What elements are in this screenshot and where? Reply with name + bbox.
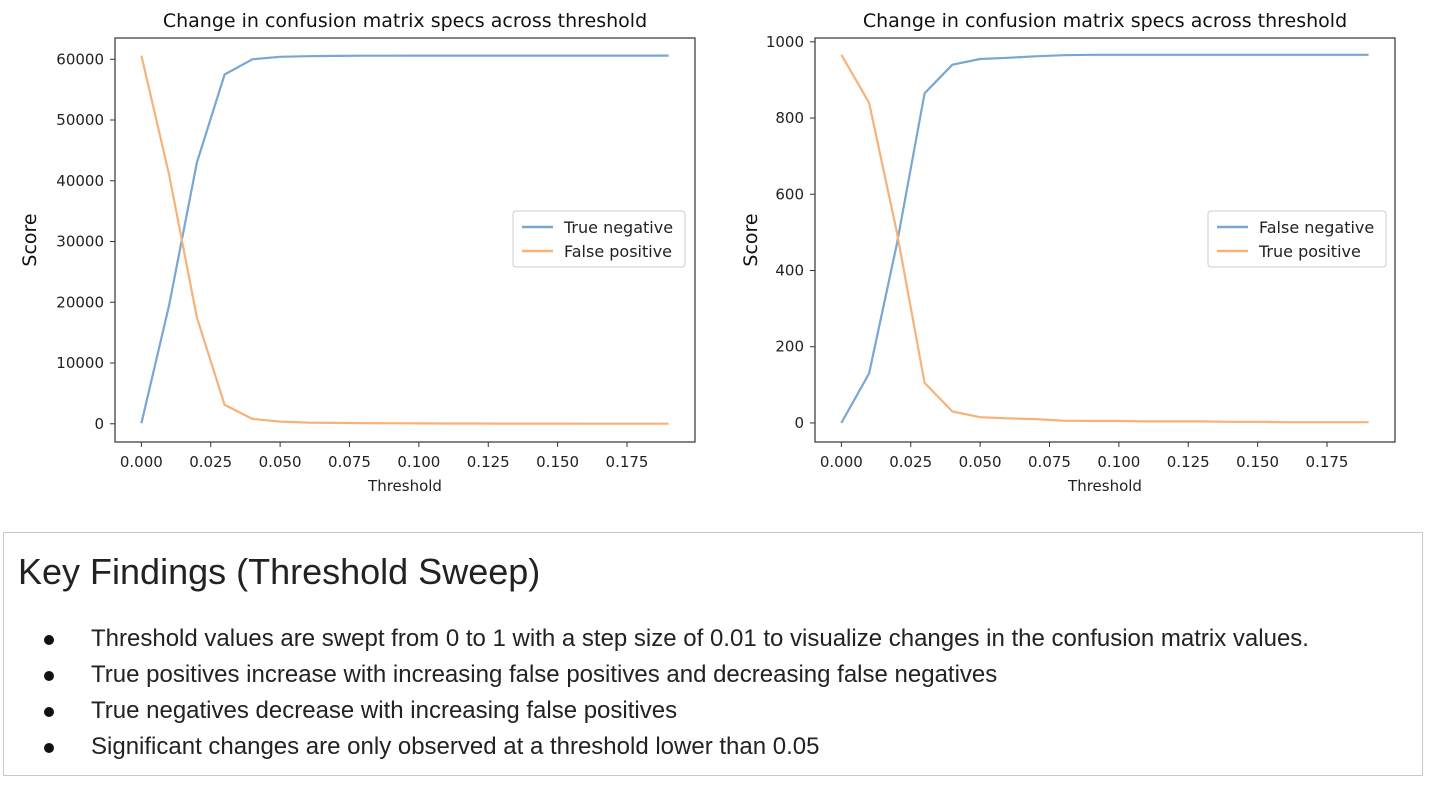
x-tick-label: 0.175 (1306, 453, 1349, 471)
findings-item-text: True positives increase with increasing … (91, 661, 998, 688)
y-tick-label: 1000 (766, 33, 804, 51)
findings-item: Threshold values are swept from 0 to 1 w… (4, 621, 1309, 657)
x-tick-label: 0.025 (189, 453, 232, 471)
findings-item: Significant changes are only observed at… (4, 729, 1309, 765)
x-tick-label: 0.000 (120, 453, 163, 471)
y-tick-label: 800 (775, 109, 804, 127)
x-tick-label: 0.150 (536, 453, 579, 471)
series-line-false-positive (140, 55, 669, 425)
y-tick-label: 60000 (56, 50, 104, 68)
x-tick-label: 0.100 (397, 453, 440, 471)
legend-label: True positive (1258, 242, 1361, 261)
x-tick-label: 0.175 (606, 453, 649, 471)
findings-item: True negatives decrease with increasing … (4, 693, 1309, 729)
x-tick-label: 0.125 (467, 453, 510, 471)
y-axis-label: Score (19, 213, 41, 266)
x-axis-label: Threshold (1067, 477, 1142, 495)
legend-box (512, 210, 686, 268)
findings-item-text: Threshold values are swept from 0 to 1 w… (91, 625, 1309, 652)
y-tick-label: 400 (775, 261, 804, 279)
x-tick-label: 0.125 (1167, 453, 1210, 471)
x-axis-label: Threshold (367, 477, 442, 495)
x-tick-label: 0.050 (959, 453, 1002, 471)
plot-frame (114, 37, 696, 443)
y-tick-label: 0 (794, 414, 804, 432)
series-line-false-negative (840, 53, 1369, 424)
findings-item: True positives increase with increasing … (4, 657, 1309, 693)
series-line-true-positive (840, 54, 1369, 424)
y-tick-label: 50000 (56, 111, 104, 129)
y-tick-label: 0 (94, 415, 104, 433)
y-tick-label: 10000 (56, 354, 104, 372)
y-tick-label: 600 (775, 185, 804, 203)
bullet-icon (44, 671, 54, 681)
findings-list: Threshold values are swept from 0 to 1 w… (4, 621, 1309, 765)
x-tick-label: 0.075 (328, 453, 371, 471)
bullet-icon (44, 743, 54, 753)
findings-item-text: Significant changes are only observed at… (91, 733, 820, 760)
chart-title: Change in confusion matrix specs across … (863, 10, 1347, 32)
chart-false-negative-true-positive: Change in confusion matrix specs across … (740, 10, 1396, 495)
y-axis-label: Score (740, 213, 762, 266)
plot-frame (814, 37, 1396, 443)
legend-label: False positive (564, 242, 672, 261)
series-line-true-negative (140, 54, 669, 424)
x-tick-label: 0.050 (259, 453, 302, 471)
x-tick-label: 0.000 (820, 453, 863, 471)
legend-label: True negative (563, 218, 673, 237)
y-tick-label: 40000 (56, 172, 104, 190)
chart-title: Change in confusion matrix specs across … (163, 10, 647, 32)
findings-item-text: True negatives decrease with increasing … (91, 697, 678, 724)
y-tick-label: 20000 (56, 293, 104, 311)
x-tick-label: 0.150 (1236, 453, 1279, 471)
bullet-icon (44, 707, 54, 717)
chart-true-negative-false-positive: Change in confusion matrix specs across … (19, 10, 696, 495)
legend-label: False negative (1259, 218, 1374, 237)
x-tick-label: 0.025 (889, 453, 932, 471)
bullet-icon (44, 635, 54, 645)
legend-box (1207, 210, 1387, 268)
y-tick-label: 200 (775, 338, 804, 356)
findings-title: Key Findings (Threshold Sweep) (18, 551, 541, 592)
x-tick-label: 0.100 (1097, 453, 1140, 471)
x-tick-label: 0.075 (1028, 453, 1071, 471)
y-tick-label: 30000 (56, 233, 104, 251)
key-findings-panel: Key Findings (Threshold Sweep) Threshold… (3, 532, 1423, 776)
